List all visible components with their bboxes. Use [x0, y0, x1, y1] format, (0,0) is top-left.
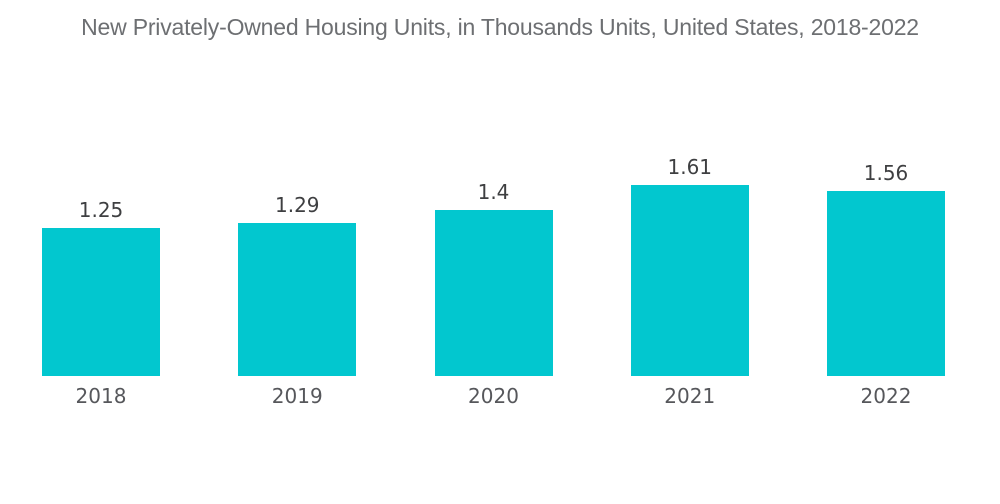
bar-value-label: 1.4 [477, 179, 510, 204]
x-axis-category-label: 2021 [664, 384, 716, 408]
x-axis-category-label: 2019 [271, 384, 323, 408]
bar [238, 223, 357, 376]
bar [42, 227, 160, 376]
bar-value-label: 1.56 [863, 160, 909, 185]
x-axis-category-label: 2020 [468, 384, 519, 408]
bar-group: 1.56 2022 [827, 160, 945, 408]
bar-value-label: 1.61 [667, 155, 713, 180]
bar-group: 1.4 2020 [434, 179, 553, 408]
bar-group: 1.25 2018 [42, 197, 160, 408]
x-axis-category-label: 2018 [75, 384, 127, 408]
bar [827, 190, 945, 376]
bar [434, 209, 553, 376]
x-axis-category-label: 2022 [860, 384, 912, 408]
bar [630, 185, 749, 376]
chart-title: New Privately-Owned Housing Units, in Th… [81, 14, 919, 40]
bar-value-label: 1.29 [274, 193, 320, 218]
bar-chart: 1.25 2018 1.29 2019 1.4 2020 1.61 2021 1.56 2022 [42, 156, 945, 408]
bar-value-label: 1.25 [78, 197, 124, 222]
bar-group: 1.61 2021 [630, 155, 749, 408]
bar-group: 1.29 2019 [238, 193, 357, 408]
